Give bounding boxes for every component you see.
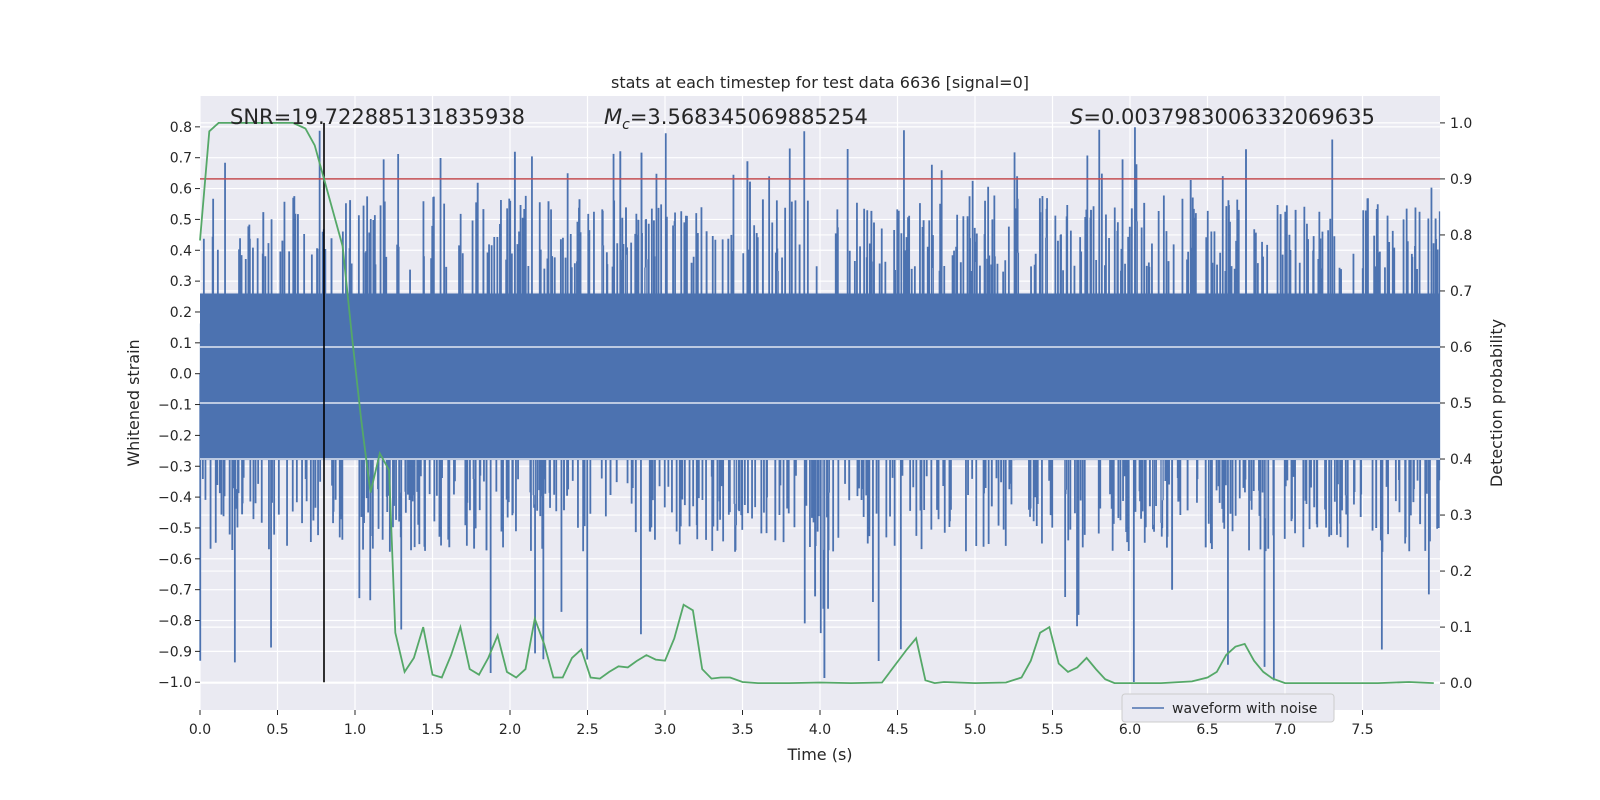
y-tick-label: 0.4: [170, 243, 192, 259]
x-tick-label: 3.5: [731, 722, 753, 738]
noise-waveform-core: [200, 293, 1440, 461]
y-axis-right-label: Detection probability: [1487, 319, 1506, 487]
x-tick-label: 4.0: [809, 722, 831, 738]
y-right-tick-label: 0.7: [1450, 284, 1472, 300]
y-tick-label: 0.0: [170, 367, 192, 383]
x-tick-label: 5.5: [1041, 722, 1063, 738]
x-tick-label: 3.0: [654, 722, 676, 738]
x-tick-label: 7.5: [1351, 722, 1373, 738]
x-tick-label: 5.0: [964, 722, 986, 738]
y-right-tick-label: 0.2: [1450, 564, 1472, 580]
y-tick-label: −1.0: [158, 675, 192, 691]
snr-annotation: SNR=19.722885131835938: [230, 105, 525, 129]
y-right-tick-label: 0.5: [1450, 396, 1472, 412]
y-tick-label: −0.6: [158, 552, 192, 568]
x-tick-label: 1.0: [344, 722, 366, 738]
y-tick-label: −0.3: [158, 459, 192, 475]
x-tick-label: 0.5: [266, 722, 288, 738]
x-tick-label: 1.5: [421, 722, 443, 738]
y-right-tick-label: 0.0: [1450, 676, 1472, 692]
overlay-lines: [199, 122, 1440, 685]
x-tick-label: 2.0: [499, 722, 521, 738]
legend-label: waveform with noise: [1172, 701, 1317, 717]
y-right-tick-label: 0.4: [1450, 452, 1472, 468]
y-right-tick-label: 0.9: [1450, 172, 1472, 188]
chart-title: stats at each timestep for test data 663…: [611, 73, 1029, 92]
y-tick-label: 0.5: [170, 212, 192, 228]
y-right-tick-label: 1.0: [1450, 116, 1472, 132]
y-right-tick-label: 0.6: [1450, 340, 1472, 356]
chirp-mass-annotation: Mc=3.568345069885254: [604, 105, 868, 133]
y-tick-label: 0.8: [170, 120, 192, 136]
y-tick-label: −0.9: [158, 644, 192, 660]
y-right-tick-label: 0.1: [1450, 620, 1472, 636]
x-tick-label: 6.5: [1196, 722, 1218, 738]
y-tick-label: 0.1: [170, 336, 192, 352]
y-tick-label: 0.2: [170, 305, 192, 321]
y-axis-right: 1.0 0.9 0.8 0.7 0.6 0.5 0.4 0.3 0.2 0.1 0.0: [1440, 116, 1472, 692]
x-tick-label: 2.5: [576, 722, 598, 738]
s-annotation: S=0.0037983006332069635: [1070, 105, 1375, 129]
noise-series: [199, 127, 1441, 682]
y-right-tick-label: 0.8: [1450, 228, 1472, 244]
detection-probability-line: [199, 122, 1434, 685]
y-tick-label: −0.1: [158, 398, 192, 414]
y-tick-label: 0.6: [170, 182, 192, 198]
y-tick-label: 0.7: [170, 151, 192, 167]
y-axis-left: 0.8 0.7 0.6 0.5 0.4 0.3 0.2 0.1 0.0 −0.1 −0.2 −0.3 −…: [158, 120, 200, 691]
y-tick-label: −0.4: [158, 490, 192, 506]
y-tick-label: −0.2: [158, 428, 192, 444]
y-axis-label: Whitened strain: [124, 339, 143, 466]
y-tick-label: −0.7: [158, 583, 192, 599]
x-tick-label: 4.5: [886, 722, 908, 738]
x-tick-label: 6.0: [1119, 722, 1141, 738]
x-tick-label: 7.0: [1274, 722, 1296, 738]
legend-box: [1121, 693, 1335, 723]
y-right-tick-label: 0.3: [1450, 508, 1472, 524]
legend: waveform with noise: [1121, 693, 1335, 723]
y-tick-label: 0.3: [170, 274, 192, 290]
y-tick-label: −0.5: [158, 521, 192, 537]
y-tick-label: −0.8: [158, 614, 192, 630]
x-axis-label: Time (s): [786, 745, 852, 764]
x-tick-label: 0.0: [189, 722, 211, 738]
